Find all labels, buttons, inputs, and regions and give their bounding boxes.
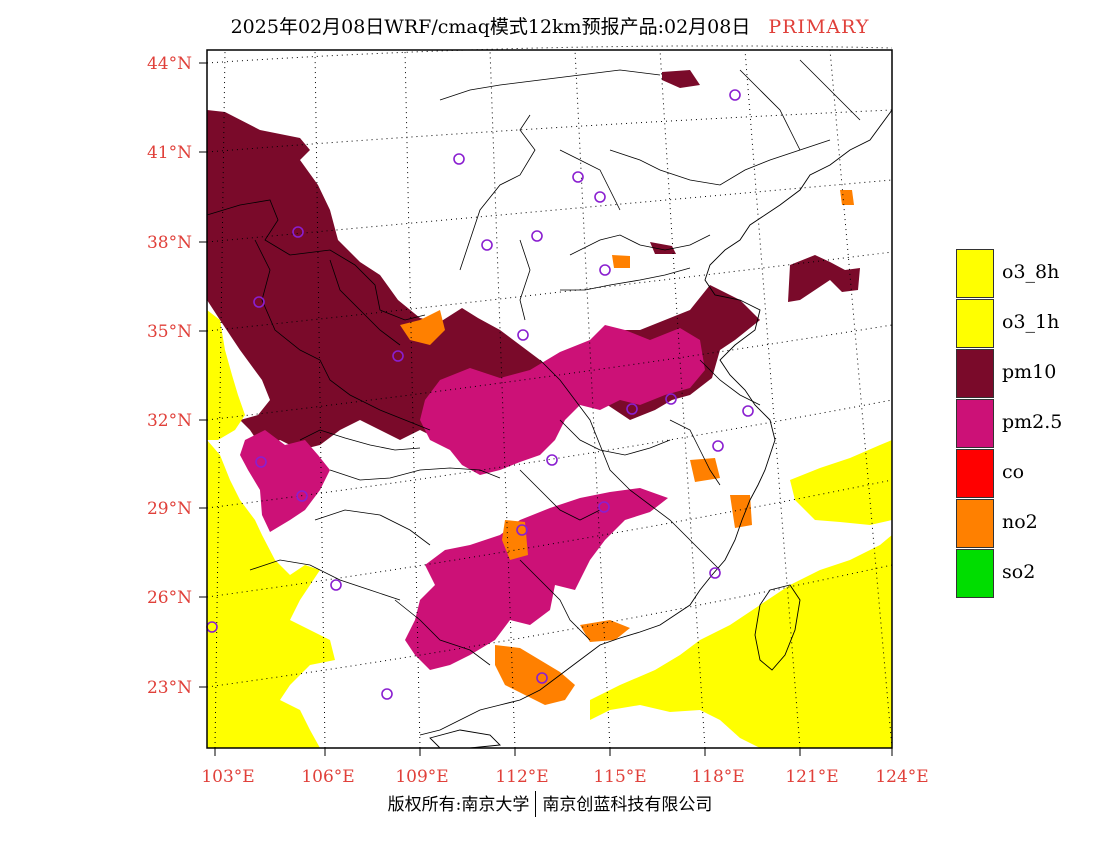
o3-region-east-sea	[790, 440, 892, 525]
lon-label: 118°E	[691, 767, 744, 787]
legend-swatch	[956, 449, 994, 498]
legend-label: o3_8h	[1002, 261, 1060, 283]
city-marker	[517, 329, 529, 341]
legend-item-pm25: pm2.5	[956, 399, 1086, 449]
city-marker	[594, 191, 606, 203]
lat-label: 26°N	[147, 588, 192, 608]
legend-item-no2: no2	[956, 499, 1086, 549]
copyright-right: 南京创蓝科技有限公司	[542, 795, 713, 815]
city-marker	[392, 350, 404, 362]
city-markers	[206, 89, 754, 700]
city-marker	[546, 454, 558, 466]
lon-label: 103°E	[201, 767, 254, 787]
lon-label: 109°E	[395, 767, 448, 787]
city-marker	[453, 153, 465, 165]
city-marker	[381, 688, 393, 700]
city-marker	[253, 296, 265, 308]
city-marker	[598, 501, 610, 513]
lon-label: 115°E	[593, 767, 646, 787]
legend-item-co: co	[956, 449, 1086, 499]
pm25-region-south	[405, 488, 668, 670]
no2-region-shandong	[840, 190, 854, 205]
pm10-region-hebei	[650, 242, 676, 254]
lat-label: 29°N	[147, 499, 192, 519]
graticule	[206, 45, 893, 749]
chart-title: 2025年02月08日WRF/cmaq模式12km预报产品:02月08日 PRIM…	[0, 12, 1100, 39]
legend-label: co	[1002, 461, 1025, 483]
city-marker	[665, 393, 677, 405]
city-marker	[292, 226, 304, 238]
lon-ticks	[214, 748, 893, 756]
city-marker	[709, 567, 721, 579]
lat-label: 35°N	[147, 322, 192, 342]
no2-region-guangdong	[495, 645, 575, 705]
lat-label: 32°N	[147, 411, 192, 431]
legend-swatch	[956, 399, 994, 448]
title-tag: PRIMARY	[768, 16, 870, 38]
city-marker	[255, 456, 267, 468]
taiwan-outline	[754, 584, 801, 671]
legend-swatch	[956, 249, 994, 298]
city-marker	[516, 524, 528, 536]
legend-label: no2	[1002, 511, 1038, 533]
legend-item-o3-8h: o3_8h	[956, 249, 1086, 299]
city-marker	[536, 672, 548, 684]
lat-label: 44°N	[147, 54, 192, 74]
legend-swatch	[956, 549, 994, 598]
city-marker	[729, 89, 741, 101]
lon-labels: 103°E 106°E 109°E 112°E 115°E 118°E 121°…	[201, 767, 928, 787]
no2-region-fujian	[730, 495, 752, 528]
legend-swatch	[956, 299, 994, 348]
legend-label: pm10	[1002, 361, 1057, 383]
lon-label: 124°E	[875, 767, 928, 787]
lat-label: 38°N	[147, 233, 192, 253]
o3-region-west-strip	[207, 310, 245, 440]
map-frame	[206, 49, 893, 749]
lon-label: 121°E	[785, 767, 838, 787]
legend-swatch	[956, 349, 994, 398]
city-marker	[599, 264, 611, 276]
lon-label: 112°E	[495, 767, 548, 787]
pm25-region-southwest	[240, 430, 330, 532]
lat-ticks	[199, 62, 207, 688]
no2-region-hunan	[502, 520, 528, 560]
pm10-region-northeast	[788, 255, 860, 302]
legend-label: o3_1h	[1002, 311, 1060, 333]
copyright-footer: 版权所有:南京大学 南京创蓝科技有限公司	[0, 790, 1100, 817]
city-marker	[712, 440, 724, 452]
lat-labels: 44°N 41°N 38°N 35°N 32°N 29°N 26°N 23°N	[147, 54, 192, 698]
pm25-region-central	[420, 325, 705, 475]
legend-label: pm2.5	[1002, 411, 1063, 433]
legend-item-so2: so2	[956, 549, 1086, 599]
no2-region-jiangxi	[690, 458, 720, 482]
city-marker	[481, 239, 493, 251]
pollutant-legend: o3_8h o3_1h pm10 pm2.5 co no2 so2	[956, 249, 1086, 599]
no2-region-central	[400, 310, 445, 345]
city-marker	[572, 171, 584, 183]
city-marker	[296, 490, 308, 502]
o3-region-yunnan	[207, 440, 335, 748]
city-marker	[626, 403, 638, 415]
no2-region-hebei	[612, 255, 630, 268]
legend-item-o3-1h: o3_1h	[956, 299, 1086, 349]
city-marker	[742, 405, 754, 417]
pollution-fill-layer	[207, 70, 892, 748]
copyright-left: 版权所有:南京大学	[387, 795, 530, 815]
lat-label: 41°N	[147, 143, 192, 163]
city-marker	[531, 230, 543, 242]
title-main: 2025年02月08日WRF/cmaq模式12km预报产品:02月08日	[230, 16, 751, 38]
city-marker	[330, 579, 342, 591]
lat-label: 23°N	[147, 678, 192, 698]
footer-separator	[535, 791, 537, 817]
legend-swatch	[956, 499, 994, 548]
o3-region-sea	[590, 535, 892, 748]
lon-label: 106°E	[301, 767, 354, 787]
legend-item-pm10: pm10	[956, 349, 1086, 399]
pm10-region-north	[662, 70, 700, 88]
legend-label: so2	[1002, 561, 1036, 583]
province-boundaries	[206, 59, 861, 666]
